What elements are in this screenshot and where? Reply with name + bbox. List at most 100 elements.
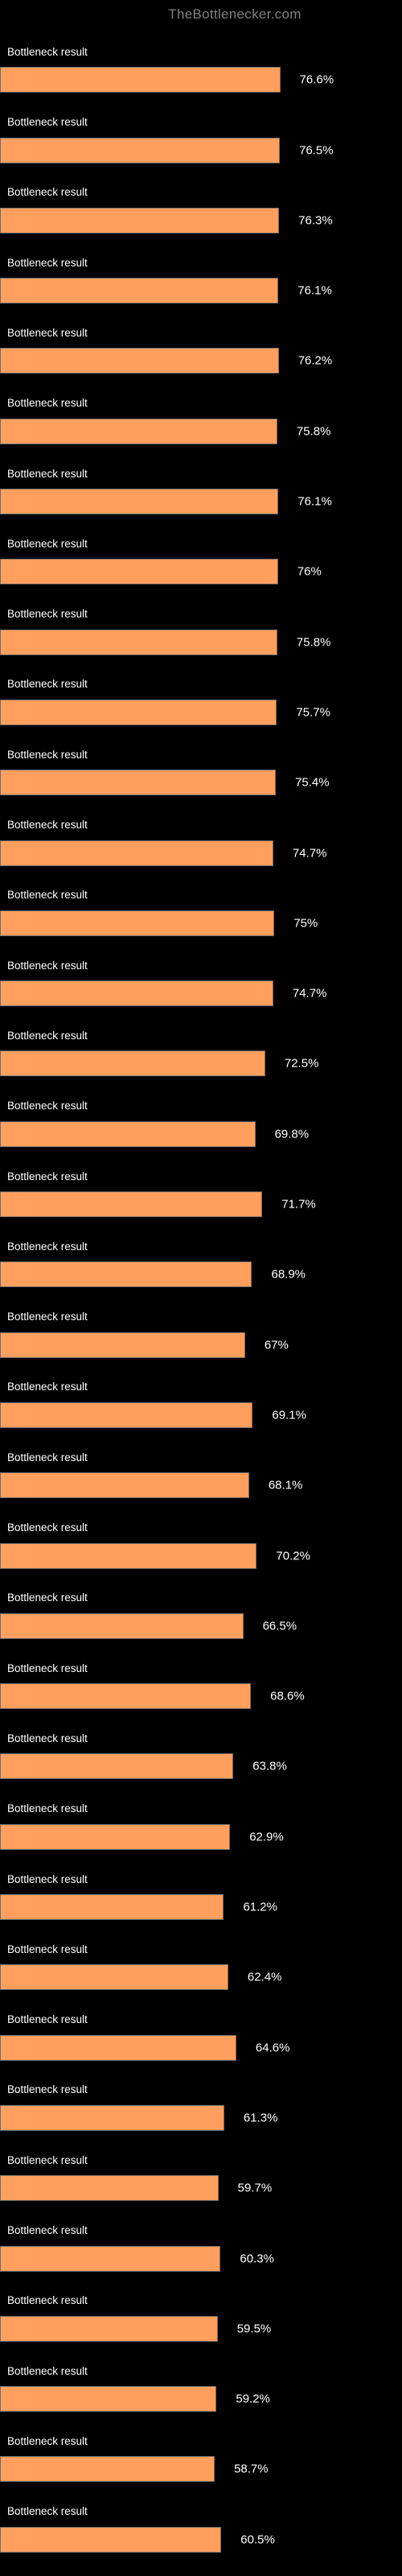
bar-track: 76.6% xyxy=(0,67,402,93)
row-label: Bottleneck result xyxy=(0,1452,402,1463)
bar-row: Bottleneck result 76.6% xyxy=(0,31,402,101)
bottleneck-chart: Bottleneck result76.6%Bottleneck result7… xyxy=(0,29,402,2561)
bar-track: 75.8% xyxy=(0,419,402,444)
bar-row: Bottleneck result61.2% xyxy=(0,1858,402,1928)
bar-fill xyxy=(0,1261,252,1287)
bar-fill xyxy=(0,419,277,444)
bar-track: 62.9% xyxy=(0,1824,402,1850)
percent-label: 76.5% xyxy=(299,144,334,156)
bar-row: Bottleneck result 64.6% xyxy=(0,1998,402,2068)
row-label: Bottleneck result xyxy=(0,679,402,690)
percent-label: 75.4% xyxy=(295,777,330,789)
bar-fill xyxy=(0,489,278,514)
percent-label: 60.5% xyxy=(240,2533,275,2545)
bar-row: Bottleneck result68.1% xyxy=(0,1436,402,1506)
row-label: Bottleneck result xyxy=(0,1311,402,1323)
bar-row: Bottleneck result74.7% xyxy=(0,944,402,1014)
bar-row: Bottleneck result 67% xyxy=(0,1295,402,1365)
bar-row: Bottleneck result 76.5% xyxy=(0,101,402,171)
bar-row: Bottleneck result 60.3% xyxy=(0,2209,402,2279)
percent-label: 75.7% xyxy=(296,706,330,718)
percent-label: 72.5% xyxy=(285,1058,319,1070)
row-label: Bottleneck result xyxy=(0,328,402,339)
row-label: Bottleneck result xyxy=(0,2366,402,2377)
bar-row: Bottleneck result76.1% xyxy=(0,242,402,312)
bar-track: 67% xyxy=(0,1332,402,1358)
bar-row: Bottleneck result 61.3% xyxy=(0,2069,402,2139)
percent-label: 76.2% xyxy=(298,355,333,367)
bar-row: Bottleneck result69.8% xyxy=(0,1084,402,1154)
bar-track: 59.2% xyxy=(0,2386,402,2412)
row-label: Bottleneck result xyxy=(0,1733,402,1744)
bar-track: 66.5% xyxy=(0,1613,402,1639)
row-label: Bottleneck result xyxy=(0,2014,402,2025)
bar-fill xyxy=(0,2386,216,2412)
bar-track: 58.7% xyxy=(0,2456,402,2482)
bar-row: Bottleneck result 62.4% xyxy=(0,1928,402,1998)
percent-label: 75% xyxy=(293,917,318,929)
bar-fill xyxy=(0,1402,252,1428)
bar-row: Bottleneck result74.7% xyxy=(0,803,402,873)
percent-label: 63.8% xyxy=(252,1761,287,1773)
row-label: Bottleneck result xyxy=(0,469,402,480)
row-label: Bottleneck result xyxy=(0,47,402,58)
bar-row: Bottleneck result69.1% xyxy=(0,1366,402,1436)
bar-track: 70.2% xyxy=(0,1543,402,1569)
percent-label: 64.6% xyxy=(256,2041,290,2054)
bar-row: Bottleneck result68.6% xyxy=(0,1647,402,1717)
bar-fill xyxy=(0,1051,265,1076)
bar-fill xyxy=(0,840,273,866)
bar-track: 72.5% xyxy=(0,1051,402,1076)
bar-row: Bottleneck result76% xyxy=(0,522,402,592)
bar-track: 59.7% xyxy=(0,2175,402,2201)
bar-fill xyxy=(0,208,279,233)
percent-label: 70.2% xyxy=(276,1550,310,1562)
bar-fill xyxy=(0,2316,218,2342)
bar-fill xyxy=(0,1191,262,1217)
bar-track: 60.3% xyxy=(0,2246,402,2272)
bar-track: 64.6% xyxy=(0,2035,402,2061)
bar-fill xyxy=(0,138,280,163)
bar-row: Bottleneck result 70.2% xyxy=(0,1506,402,1576)
row-label: Bottleneck result xyxy=(0,2084,402,2095)
bar-row: Bottleneck result71.7% xyxy=(0,1155,402,1225)
bar-fill xyxy=(0,278,278,303)
bar-fill xyxy=(0,2456,215,2482)
bar-track: 76.5% xyxy=(0,138,402,163)
bar-track: 75.8% xyxy=(0,630,402,655)
bar-fill xyxy=(0,2175,219,2201)
bar-row: Bottleneck result 66.5% xyxy=(0,1577,402,1647)
percent-label: 62.4% xyxy=(248,1971,282,1984)
percent-label: 61.2% xyxy=(243,1901,277,1913)
bar-row: Bottleneck result59.5% xyxy=(0,2280,402,2350)
percent-label: 68.9% xyxy=(271,1269,306,1281)
bar-row: Bottleneck result75% xyxy=(0,874,402,944)
bar-row: Bottleneck result76.1% xyxy=(0,452,402,522)
row-label: Bottleneck result xyxy=(0,609,402,620)
bar-fill xyxy=(0,1332,245,1358)
bar-fill xyxy=(0,700,277,725)
bar-track: 62.4% xyxy=(0,1964,402,1990)
row-label: Bottleneck result xyxy=(0,1522,402,1534)
bar-fill xyxy=(0,2527,221,2553)
percent-label: 59.5% xyxy=(237,2322,272,2334)
bar-fill xyxy=(0,1683,251,1709)
row-label: Bottleneck result xyxy=(0,1241,402,1253)
percent-label: 74.7% xyxy=(293,847,327,859)
percent-label: 59.2% xyxy=(236,2393,270,2405)
bar-fill xyxy=(0,1753,233,1779)
row-label: Bottleneck result xyxy=(0,117,402,128)
row-label: Bottleneck result xyxy=(0,1592,402,1604)
bar-row: Bottleneck result 63.8% xyxy=(0,1717,402,1787)
row-label: Bottleneck result xyxy=(0,1944,402,1955)
row-label: Bottleneck result xyxy=(0,2436,402,2447)
bar-fill xyxy=(0,1964,228,1990)
percent-label: 74.7% xyxy=(293,988,327,1000)
row-label: Bottleneck result xyxy=(0,2225,402,2236)
percent-label: 60.3% xyxy=(240,2252,274,2264)
percent-label: 61.3% xyxy=(244,2112,278,2124)
bar-fill xyxy=(0,1472,249,1498)
bar-track: 76.2% xyxy=(0,348,402,374)
bar-track: 76.1% xyxy=(0,278,402,303)
percent-label: 69.1% xyxy=(272,1409,306,1421)
